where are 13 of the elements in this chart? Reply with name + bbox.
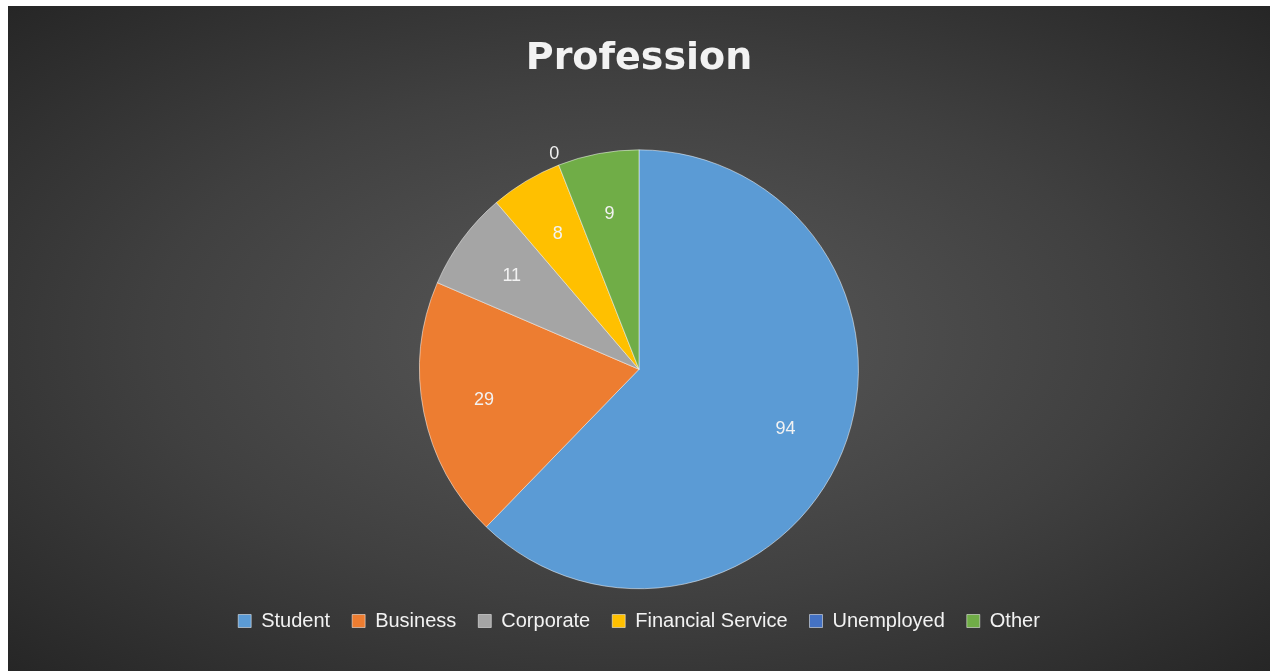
data-label: 94 [775,417,796,438]
legend-label: Other [989,608,1041,631]
legend-label: Financial Service [635,608,788,631]
legend-label: Corporate [501,608,591,631]
legend-label: Business [375,608,457,631]
legend-label: Student [261,608,331,631]
legend-label: Unemployed [832,608,945,631]
data-label: 11 [502,264,522,285]
data-label: 8 [552,222,563,243]
chart-title: Profession [525,33,753,78]
data-label: 9 [604,203,615,224]
text: 0 [549,142,560,163]
data-label: 29 [474,389,495,410]
